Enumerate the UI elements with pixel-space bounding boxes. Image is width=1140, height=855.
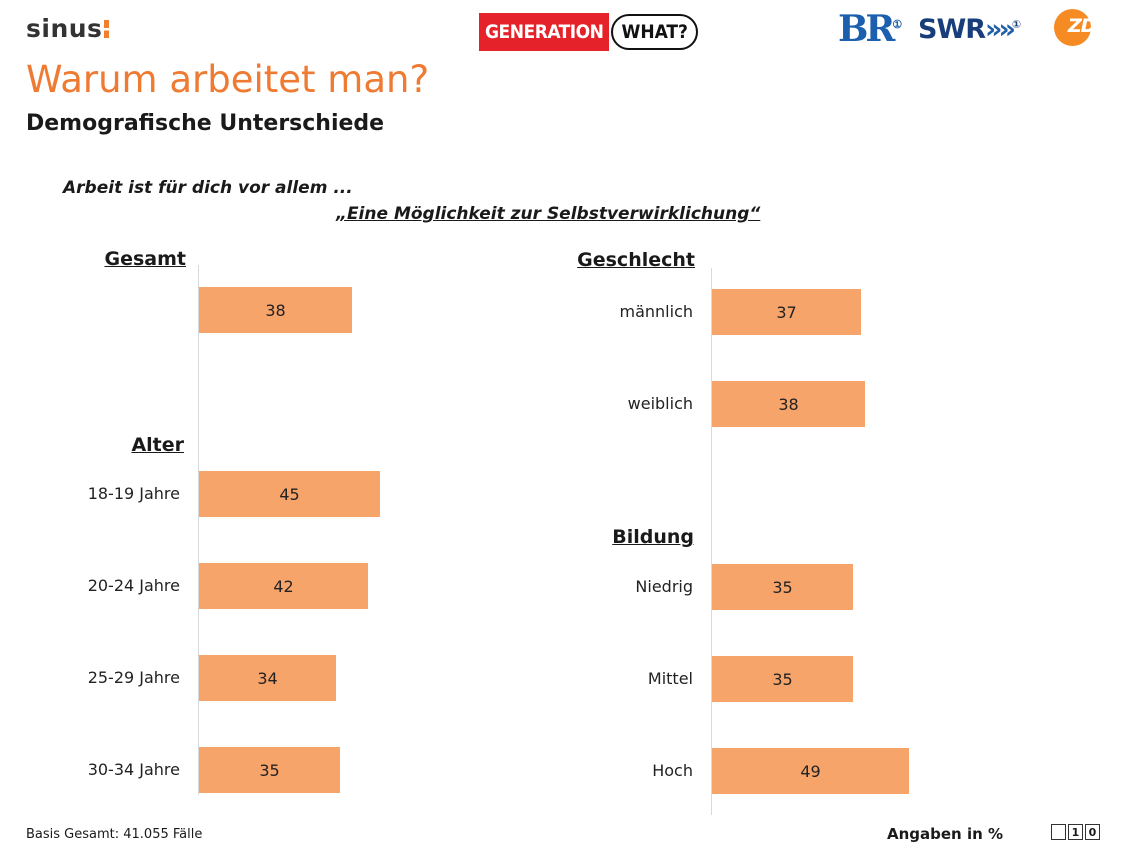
zdf-logo-label: ZDF (1068, 15, 1109, 37)
question-line-2: „Eine Möglichkeit zur Selbstverwirklichu… (336, 204, 761, 224)
page-title: Warum arbeitet man? (26, 58, 430, 101)
page-digit: 1 (1068, 824, 1083, 840)
bar: 35 (199, 747, 340, 793)
category-label: 25-29 Jahre (87, 668, 180, 687)
data-label: 35 (772, 577, 793, 597)
ard-one-icon: ① (892, 18, 903, 31)
page-digit: 0 (1085, 824, 1100, 840)
units-note: Angaben in % (887, 825, 1004, 843)
bar: 42 (199, 563, 368, 609)
bar: 35 (712, 656, 853, 702)
data-label: 38 (265, 300, 286, 320)
bar: 38 (199, 287, 352, 333)
ard-one-icon: ① (1011, 18, 1022, 31)
basis-note: Basis Gesamt: 41.055 Fälle (26, 827, 203, 842)
data-label: 38 (778, 394, 799, 414)
generation-label: GENERATION (479, 13, 610, 51)
group-heading: Geschlecht (577, 249, 695, 271)
data-label: 35 (259, 760, 280, 780)
data-label: 49 (800, 761, 821, 781)
category-label: 20-24 Jahre (87, 576, 180, 595)
bar: 37 (712, 289, 861, 335)
question-line-1: Arbeit ist für dich vor allem ... (63, 178, 353, 198)
swr-logo: SWR»»① (918, 14, 1022, 45)
swr-arrows-icon: »» (985, 14, 1016, 45)
category-label: weiblich (627, 394, 693, 413)
category-label: 30-34 Jahre (87, 760, 180, 779)
bar: 49 (712, 748, 909, 794)
bar: 35 (712, 564, 853, 610)
page-subtitle: Demografische Unterschiede (26, 111, 385, 136)
data-label: 37 (776, 302, 797, 322)
bar: 38 (712, 381, 865, 427)
category-label: Hoch (652, 761, 693, 780)
generation-what-logo: GENERATION WHAT? (479, 12, 698, 52)
group-heading: Bildung (612, 526, 694, 548)
br-logo: BR① (838, 8, 903, 50)
page-number: 1 0 (1051, 824, 1100, 840)
axis-line (198, 265, 199, 795)
axis-line (711, 268, 712, 815)
data-label: 35 (772, 669, 793, 689)
data-label: 45 (279, 484, 300, 504)
bar: 34 (199, 655, 336, 701)
group-heading: Alter (131, 434, 184, 456)
data-label: 42 (273, 576, 294, 596)
category-label: Niedrig (635, 577, 693, 596)
data-label: 34 (257, 668, 278, 688)
sinus-logo: sinus (26, 14, 110, 43)
group-heading: Gesamt (104, 248, 187, 270)
bar: 45 (199, 471, 380, 517)
category-label: männlich (619, 302, 694, 321)
category-label: Mittel (647, 669, 693, 688)
category-label: 18-19 Jahre (87, 484, 180, 503)
sinus-logo-mark (104, 20, 110, 38)
zdf-logo-circle (1054, 9, 1091, 46)
page-digit (1051, 824, 1066, 840)
what-label: WHAT? (611, 14, 698, 50)
